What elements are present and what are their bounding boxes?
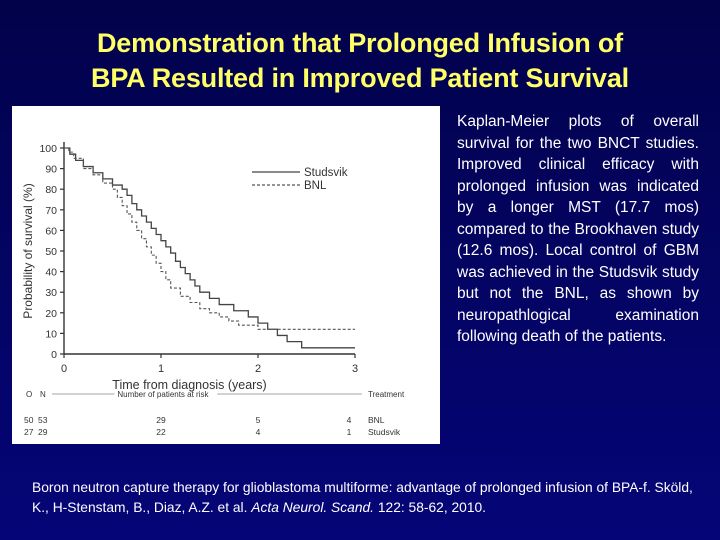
- risk-header-title: Number of patients at risk: [117, 390, 209, 399]
- risk-cell-treatment: BNL: [368, 415, 385, 425]
- legend-label-bnl: BNL: [304, 180, 327, 192]
- risk-cell-n: 53: [38, 415, 48, 425]
- risk-cell-at-risk: 4: [347, 415, 352, 425]
- risk-header-o: O: [26, 390, 32, 399]
- citation: Boron neutron capture therapy for gliobl…: [32, 478, 702, 517]
- citation-text: Boron neutron capture therapy for gliobl…: [32, 480, 693, 515]
- legend-label-studsvik: Studsvik: [304, 167, 348, 179]
- y-tick-label: 10: [45, 328, 57, 340]
- y-tick-label: 80: [45, 184, 57, 196]
- slide-title: Demonstration that Prolonged Infusion of…: [0, 26, 720, 96]
- slide-title-line-2: BPA Resulted in Improved Patient Surviva…: [91, 63, 629, 93]
- x-tick-label: 3: [352, 363, 358, 375]
- risk-cell-o: 50: [24, 415, 34, 425]
- risk-header-treatment: Treatment: [368, 390, 405, 399]
- risk-cell-at-risk: 5: [256, 415, 261, 425]
- risk-cell-at-risk: 1: [347, 427, 352, 437]
- slide-title-line-1: Demonstration that Prolonged Infusion of: [97, 28, 623, 58]
- risk-cell-at-risk: 4: [256, 427, 261, 437]
- y-tick-label: 70: [45, 205, 57, 217]
- x-tick-label: 0: [61, 363, 67, 375]
- series-line-studsvik: [64, 147, 355, 349]
- y-tick-label: 50: [45, 246, 57, 258]
- citation-volume-pages: 122: 58-62, 2010.: [374, 499, 487, 515]
- y-axis-label: Probability of survival (%): [21, 183, 35, 318]
- risk-cell-n: 29: [38, 427, 48, 437]
- y-tick-label: 0: [51, 349, 57, 361]
- risk-cell-o: 27: [24, 427, 34, 437]
- y-tick-label: 30: [45, 287, 57, 299]
- risk-header-n: N: [40, 390, 46, 399]
- y-tick-label: 100: [39, 143, 57, 155]
- y-tick-label: 40: [45, 267, 57, 279]
- x-axis-label: Time from diagnosis (years): [112, 378, 266, 392]
- citation-journal: Acta Neurol. Scand.: [251, 499, 375, 515]
- series-line-bnl: [64, 147, 355, 330]
- x-tick-label: 1: [158, 363, 164, 375]
- risk-cell-at-risk: 22: [156, 427, 166, 437]
- y-tick-label: 20: [45, 308, 57, 320]
- y-tick-label: 90: [45, 164, 57, 176]
- kaplan-meier-chart: 0 10 20 30 40 50 60 70 80 90 100 0 1 2 3 Time from diag…: [21, 142, 405, 437]
- figure-description: Kaplan-Meier plots of overall survival f…: [457, 113, 699, 345]
- risk-cell-treatment: Studsvik: [368, 427, 401, 437]
- y-tick-label: 60: [45, 225, 57, 237]
- kaplan-meier-figure: 0 10 20 30 40 50 60 70 80 90 100 0 1 2 3 Time from diag…: [12, 106, 440, 444]
- risk-cell-at-risk: 29: [156, 415, 166, 425]
- x-tick-label: 2: [255, 363, 261, 375]
